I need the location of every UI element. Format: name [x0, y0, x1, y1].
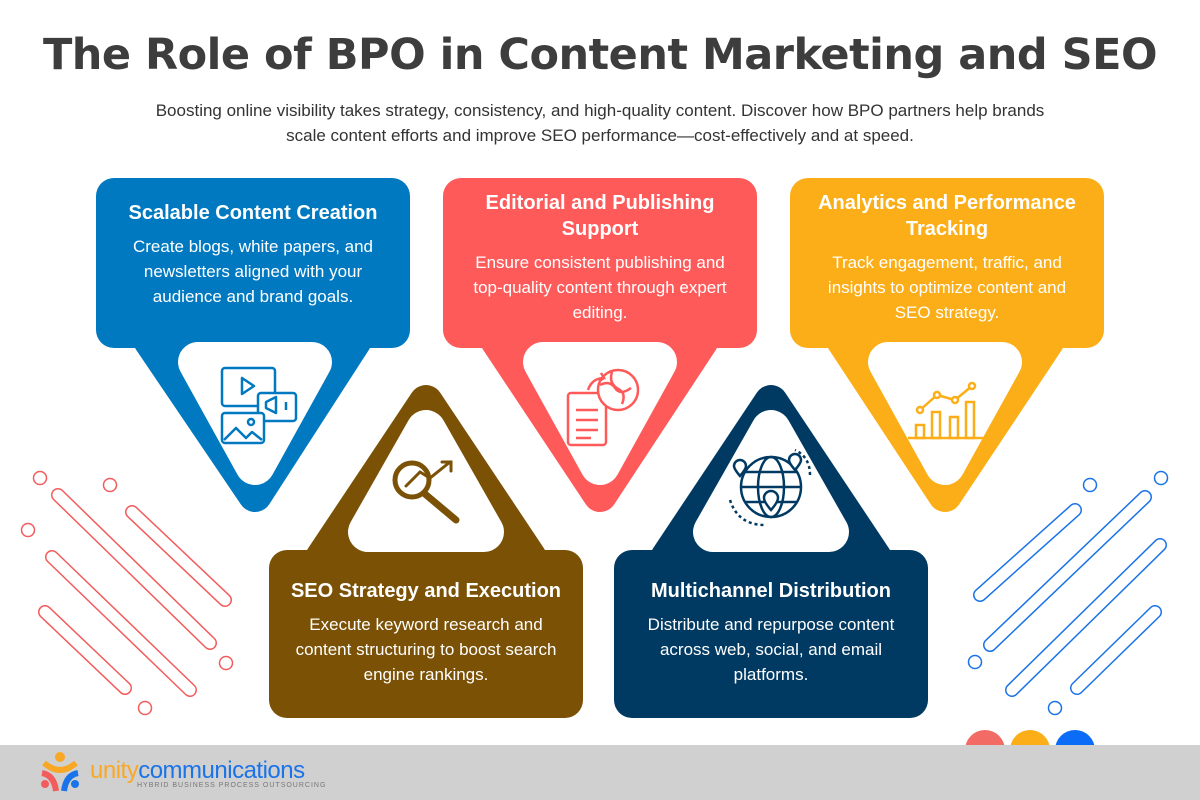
- card-analytics: Analytics and Performance Tracking Track…: [790, 190, 1104, 325]
- footer-bar: unitycommunications HYBRID BUSINESS PROC…: [0, 745, 1200, 800]
- card-editorial: Editorial and Publishing Support Ensure …: [443, 190, 757, 325]
- card-text: Ensure consistent publishing and top-qua…: [473, 253, 727, 322]
- magnifier-trend-icon: [392, 460, 460, 524]
- card-title: Multichannel Distribution: [651, 580, 891, 602]
- media-content-icon: [220, 366, 298, 445]
- card-scalable-content: Scalable Content Creation Create blogs, …: [96, 200, 410, 309]
- page-title: The Role of BPO in Content Marketing and…: [42, 30, 1158, 80]
- card-text: Execute keyword research and content str…: [295, 615, 557, 684]
- decorative-lines-right: [967, 470, 1169, 716]
- page-subtitle: Boosting online visibility takes strateg…: [155, 101, 1045, 145]
- card-shape-seo: [269, 385, 583, 718]
- card-seo: SEO Strategy and Execution Execute keywo…: [269, 578, 583, 687]
- card-title: Analytics and Performance Tracking: [818, 192, 1076, 240]
- unity-logo-icon: [41, 752, 79, 792]
- card-distribution: Multichannel Distribution Distribute and…: [614, 578, 928, 687]
- card-shape-scalable-content: [96, 178, 410, 512]
- globe-location-icon: [728, 448, 812, 527]
- document-globe-icon: [566, 368, 640, 447]
- card-title: Editorial and Publishing Support: [485, 192, 715, 240]
- card-shape-distribution: [614, 385, 928, 718]
- card-title: SEO Strategy and Execution: [290, 580, 562, 602]
- card-text: Distribute and repurpose content across …: [647, 615, 895, 684]
- logo-tagline: HYBRID BUSINESS PROCESS OUTSOURCING: [137, 782, 327, 789]
- logo-part-communications: communications: [138, 757, 305, 784]
- card-text: Create blogs, white papers, and newslett…: [132, 237, 374, 306]
- card-title: Scalable Content Creation: [128, 202, 378, 224]
- logo-wordmark: unitycommunications: [90, 757, 305, 785]
- card-text: Track engagement, traffic, and insights …: [827, 253, 1067, 322]
- logo-part-unity: unity: [90, 757, 139, 784]
- bar-chart-icon: [908, 381, 986, 440]
- decorative-lines-left: [20, 470, 234, 716]
